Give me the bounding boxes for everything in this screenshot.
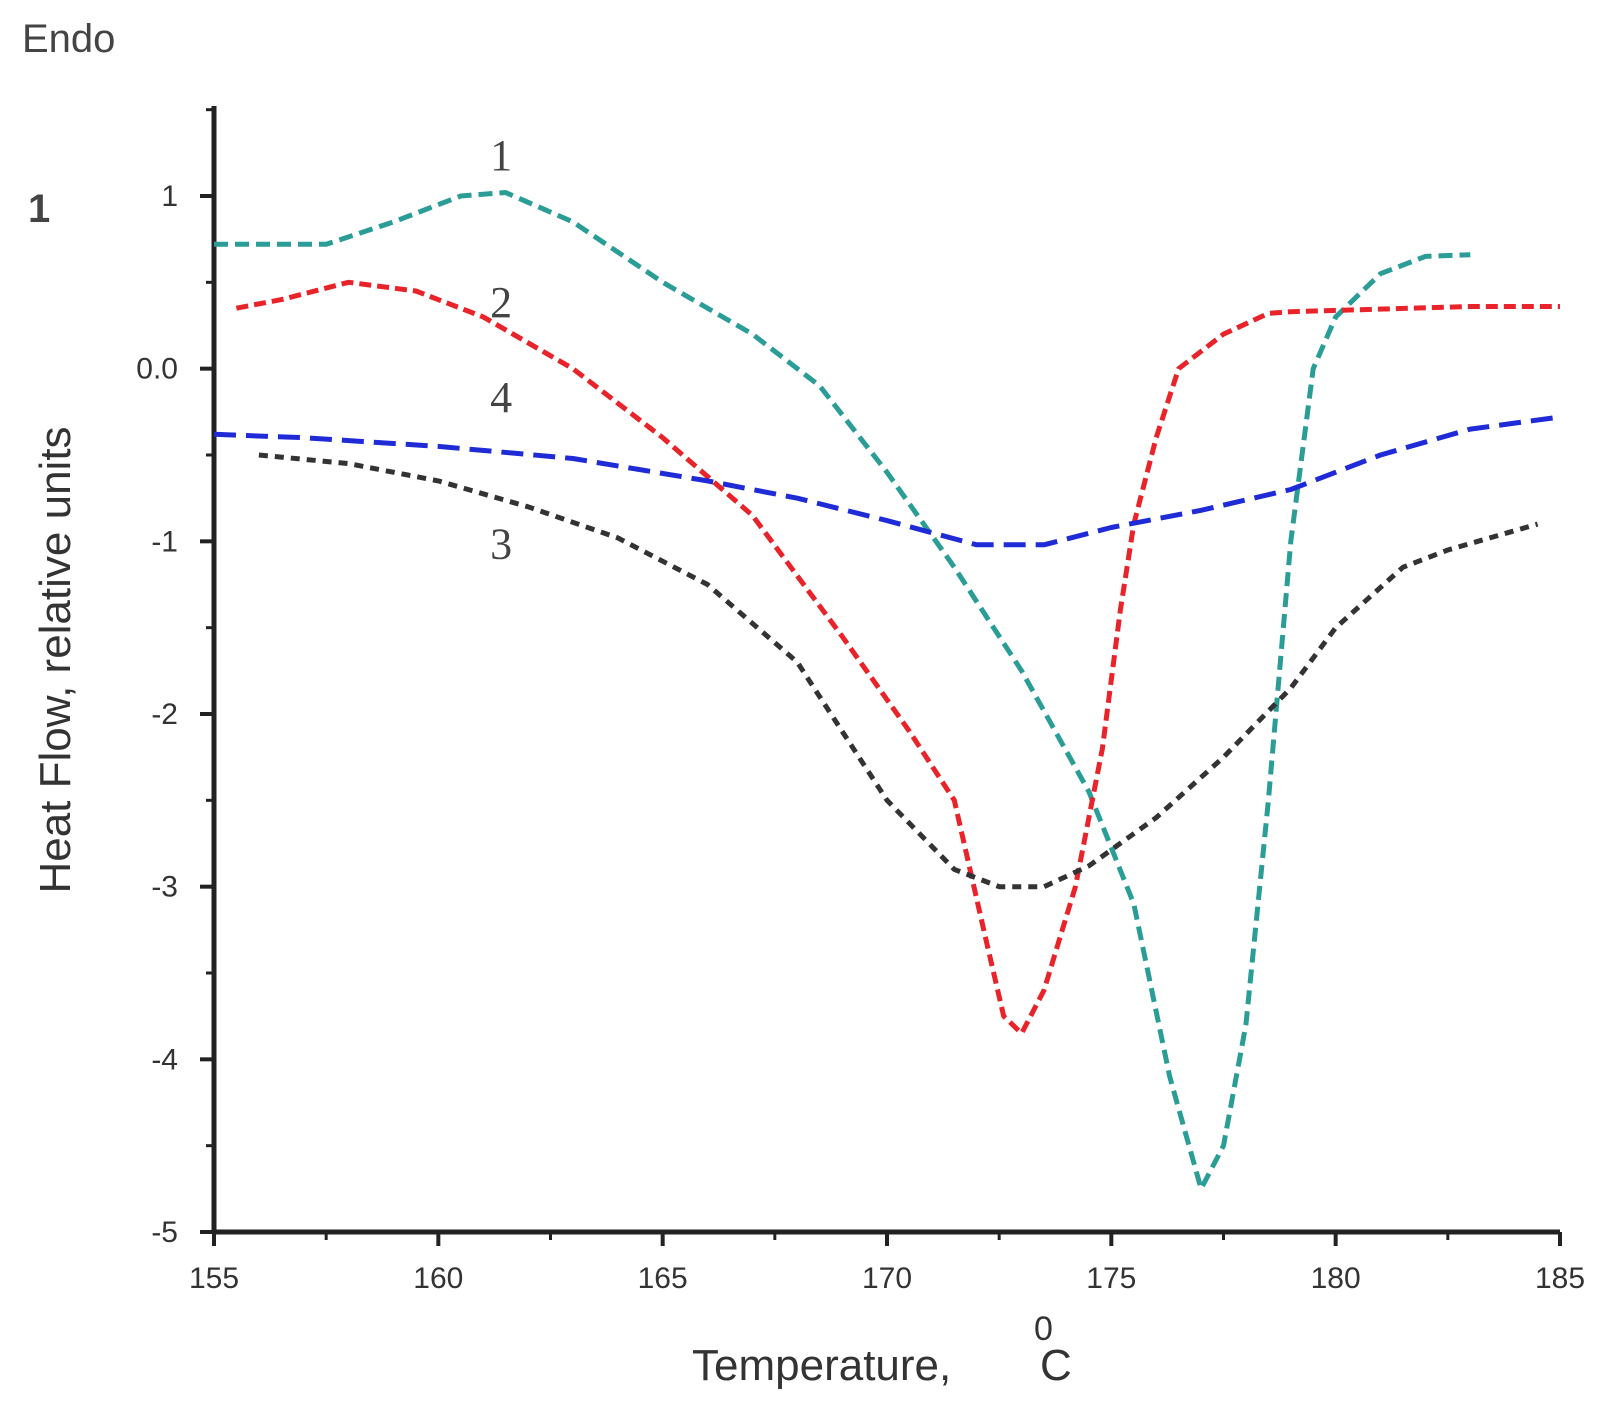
- series-2-line: [235, 279, 1560, 1036]
- axes: [211, 106, 1560, 1235]
- series-lines: [213, 190, 1561, 1192]
- curve-label-3: 3: [490, 520, 512, 569]
- x-tick-label-180: 180: [1311, 1262, 1361, 1295]
- y-tick-label--1: -1: [151, 525, 178, 558]
- x-tick-label-185: 185: [1535, 1262, 1585, 1295]
- x-tick-label-165: 165: [638, 1262, 688, 1295]
- x-tick-label-155: 155: [189, 1262, 239, 1295]
- y-tick-label--4: -4: [151, 1043, 178, 1076]
- curve-label-4: 4: [490, 373, 512, 422]
- x-axis-unit-superscript: 0: [1034, 1310, 1053, 1348]
- panel-marker: 1: [28, 187, 50, 231]
- curve-label-2: 2: [490, 278, 512, 327]
- y-ticks: 1 0.0 -1 -2 -3 -4 -5: [136, 108, 214, 1249]
- y-axis-title: Heat Flow, relative units: [31, 426, 80, 893]
- x-axis-unit: C: [1040, 1341, 1072, 1390]
- endo-label: Endo: [22, 17, 115, 61]
- y-tick-label--2: -2: [151, 698, 178, 731]
- x-tick-label-170: 170: [862, 1262, 912, 1295]
- curve-labels: 1 2 3 4: [490, 131, 512, 568]
- x-axis-title: Temperature,: [692, 1341, 951, 1390]
- y-tick-label--5: -5: [151, 1216, 178, 1249]
- curve-label-1: 1: [490, 131, 512, 180]
- x-tick-label-175: 175: [1086, 1262, 1136, 1295]
- y-tick-label--3: -3: [151, 871, 178, 904]
- series-3-line: [258, 452, 1539, 890]
- y-tick-label-0: 0.0: [136, 353, 178, 386]
- x-tick-label-160: 160: [413, 1262, 463, 1295]
- y-tick-label-1: 1: [161, 180, 178, 213]
- series-4-line: [213, 414, 1561, 548]
- series-1-line: [214, 190, 1471, 1192]
- x-ticks: 155 160 165 170 175 180 185: [189, 1232, 1585, 1295]
